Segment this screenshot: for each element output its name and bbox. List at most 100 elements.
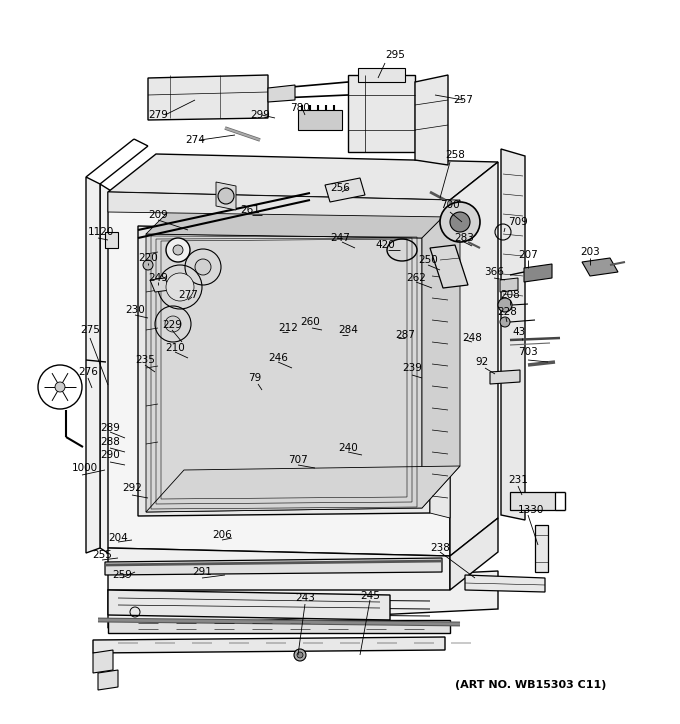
Polygon shape xyxy=(148,75,268,120)
Text: 259: 259 xyxy=(112,570,132,580)
Text: 262: 262 xyxy=(406,273,426,283)
Text: 206: 206 xyxy=(212,530,232,540)
Text: 709: 709 xyxy=(508,217,528,227)
Circle shape xyxy=(500,317,510,327)
Polygon shape xyxy=(105,558,442,575)
Text: 290: 290 xyxy=(100,450,120,460)
Circle shape xyxy=(297,652,303,658)
Text: 235: 235 xyxy=(135,355,155,365)
Circle shape xyxy=(166,238,190,262)
Polygon shape xyxy=(108,192,450,217)
Polygon shape xyxy=(108,154,498,200)
Text: 261: 261 xyxy=(240,205,260,215)
Text: 299: 299 xyxy=(250,110,270,120)
Polygon shape xyxy=(108,590,390,620)
Circle shape xyxy=(165,316,181,332)
Text: 703: 703 xyxy=(518,347,538,357)
Circle shape xyxy=(173,245,183,255)
Circle shape xyxy=(166,273,194,301)
Text: 207: 207 xyxy=(518,250,538,260)
Text: 245: 245 xyxy=(360,591,380,601)
Circle shape xyxy=(450,212,470,232)
Polygon shape xyxy=(146,196,460,238)
Text: 246: 246 xyxy=(268,353,288,363)
Text: 203: 203 xyxy=(580,247,600,257)
Text: 43: 43 xyxy=(512,327,525,337)
Text: 1120: 1120 xyxy=(88,227,114,237)
Text: 780: 780 xyxy=(290,103,310,113)
Polygon shape xyxy=(146,234,422,512)
Circle shape xyxy=(440,202,480,242)
Text: 420: 420 xyxy=(375,240,395,250)
Polygon shape xyxy=(100,184,116,558)
Text: 274: 274 xyxy=(185,135,205,145)
Text: 208: 208 xyxy=(500,290,520,300)
Text: 258: 258 xyxy=(445,150,465,160)
Circle shape xyxy=(498,298,512,312)
Polygon shape xyxy=(510,492,555,510)
Polygon shape xyxy=(358,68,405,82)
Polygon shape xyxy=(500,278,518,292)
Text: 1000: 1000 xyxy=(72,463,98,473)
Text: 210: 210 xyxy=(165,343,185,353)
Polygon shape xyxy=(108,548,450,590)
Text: 275: 275 xyxy=(80,325,100,335)
Text: 239: 239 xyxy=(402,363,422,373)
Polygon shape xyxy=(298,110,342,130)
Polygon shape xyxy=(325,178,365,202)
Text: 276: 276 xyxy=(78,367,98,377)
Polygon shape xyxy=(108,620,450,633)
Polygon shape xyxy=(150,278,170,292)
Polygon shape xyxy=(108,192,450,556)
Text: 283: 283 xyxy=(454,233,474,243)
Text: 255: 255 xyxy=(92,550,112,560)
Text: 256: 256 xyxy=(330,183,350,193)
Polygon shape xyxy=(582,258,618,276)
Text: 277: 277 xyxy=(178,290,198,300)
Polygon shape xyxy=(93,650,113,673)
Text: 220: 220 xyxy=(138,253,158,263)
Polygon shape xyxy=(146,466,460,512)
Text: 230: 230 xyxy=(125,305,145,315)
Circle shape xyxy=(218,188,234,204)
Text: 209: 209 xyxy=(148,210,168,220)
Text: 292: 292 xyxy=(122,483,142,493)
Text: 247: 247 xyxy=(330,233,350,243)
Text: 229: 229 xyxy=(162,320,182,330)
Text: 279: 279 xyxy=(148,110,168,120)
Text: 260: 260 xyxy=(300,317,320,327)
Text: 92: 92 xyxy=(475,357,488,367)
Text: 1330: 1330 xyxy=(518,505,545,515)
Polygon shape xyxy=(465,575,545,592)
Polygon shape xyxy=(450,518,498,590)
Circle shape xyxy=(55,382,65,392)
Text: 284: 284 xyxy=(338,325,358,335)
Polygon shape xyxy=(348,75,415,152)
Polygon shape xyxy=(450,162,498,556)
Text: 231: 231 xyxy=(508,475,528,485)
Text: 291: 291 xyxy=(192,567,212,577)
Polygon shape xyxy=(535,525,548,572)
Text: 240: 240 xyxy=(338,443,358,453)
Text: 79: 79 xyxy=(248,373,261,383)
Polygon shape xyxy=(93,637,445,653)
Polygon shape xyxy=(501,149,525,520)
Text: 238: 238 xyxy=(430,543,450,553)
Polygon shape xyxy=(422,200,460,508)
Text: 295: 295 xyxy=(385,50,405,60)
Text: (ART NO. WB15303 C11): (ART NO. WB15303 C11) xyxy=(455,680,607,690)
Text: 228: 228 xyxy=(497,307,517,317)
Text: 248: 248 xyxy=(462,333,482,343)
Polygon shape xyxy=(524,264,552,282)
Text: 249: 249 xyxy=(148,273,168,283)
Text: 212: 212 xyxy=(278,323,298,333)
Polygon shape xyxy=(430,245,468,288)
Text: 243: 243 xyxy=(295,593,315,603)
Polygon shape xyxy=(108,571,498,628)
Polygon shape xyxy=(415,75,448,165)
Polygon shape xyxy=(105,232,118,248)
Text: 250: 250 xyxy=(418,255,438,265)
Text: 700: 700 xyxy=(440,200,460,210)
Text: 707: 707 xyxy=(288,455,308,465)
Text: 289: 289 xyxy=(100,423,120,433)
